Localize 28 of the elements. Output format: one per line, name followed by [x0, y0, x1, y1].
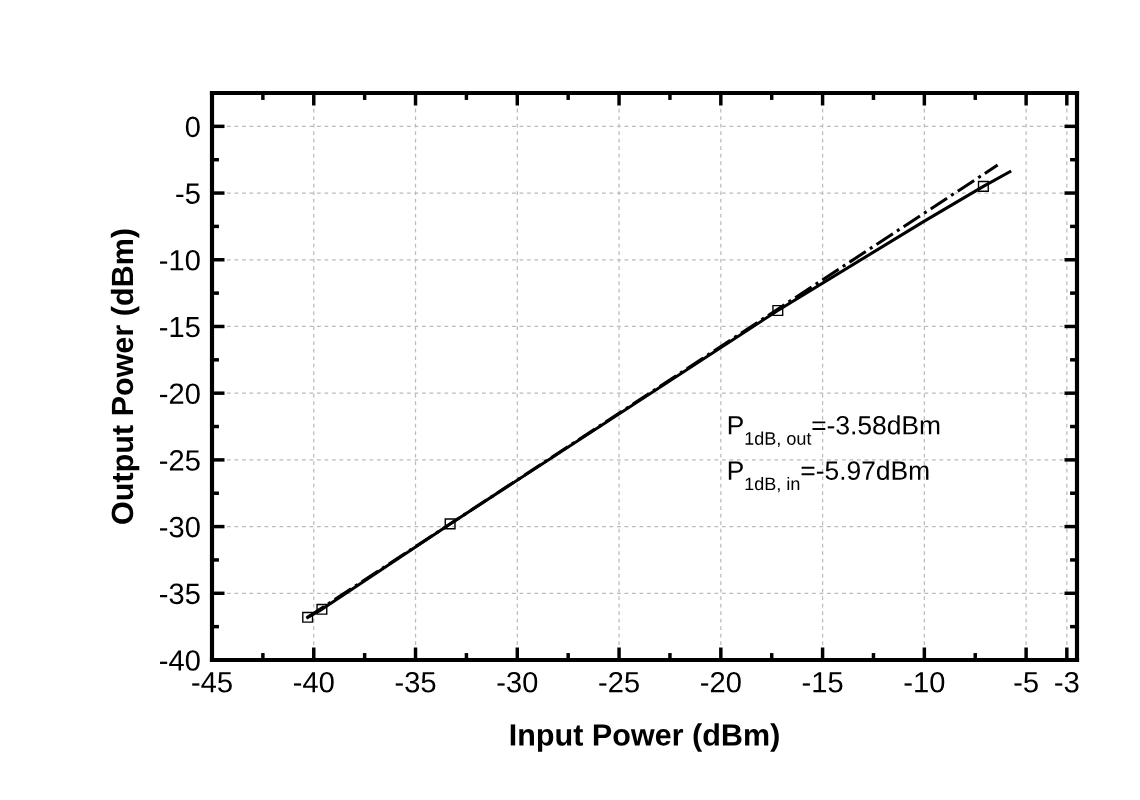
y-tick-label: -40 — [160, 650, 200, 671]
x-tick-label: -30 — [497, 671, 538, 693]
x-tick-label: -3 — [1055, 671, 1079, 693]
y-tick-label: -30 — [160, 516, 200, 538]
x-tick-label: -15 — [802, 672, 843, 693]
y-tick-label: -5 — [176, 183, 200, 204]
y-tick-label: -35 — [160, 583, 200, 605]
y-tick-label: -15 — [160, 316, 200, 338]
x-tick-label: -20 — [701, 671, 741, 693]
x-axis-title: Input Power (dBm) — [510, 723, 779, 752]
annotation: P1dB, out=-3.58dBm — [728, 415, 940, 448]
y-tick-label: -10 — [160, 249, 200, 271]
point — [316, 603, 328, 615]
x-tick-label: -25 — [599, 671, 639, 693]
point — [302, 611, 314, 623]
x-tick-label: -40 — [293, 671, 334, 693]
point — [977, 180, 989, 192]
x-tick-label: -45 — [192, 672, 232, 693]
y-axis-title: Output Power (dBm) — [110, 229, 140, 524]
point — [772, 304, 784, 317]
y-tick-label: -25 — [160, 450, 200, 471]
x-tick-label: -10 — [904, 671, 945, 693]
x-tick-label: -35 — [395, 671, 436, 693]
point — [444, 518, 456, 530]
y-tick-label: -20 — [160, 383, 200, 405]
y-tick-label: 0 — [185, 116, 200, 138]
annotation: P1dB, in=-5.97dBm — [728, 460, 929, 493]
x-tick-label: -5 — [1014, 672, 1038, 693]
